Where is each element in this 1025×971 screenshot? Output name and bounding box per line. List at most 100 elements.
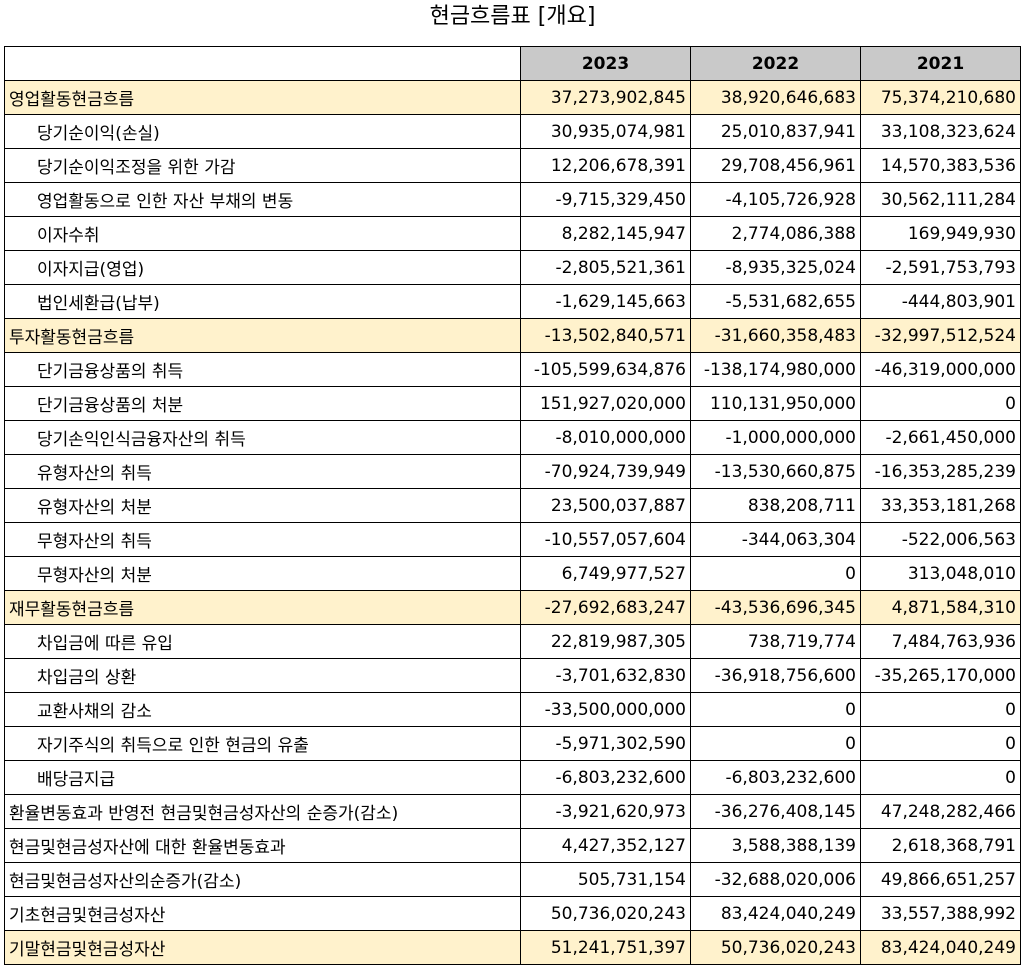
- row-label: 이자수취: [4, 216, 521, 251]
- row-label: 현금및현금성자산의순증가(감소): [4, 862, 521, 897]
- value-2021: 33,353,181,268: [860, 488, 1021, 523]
- value-2023: -105,599,634,876: [520, 352, 691, 387]
- value-2023: -5,971,302,590: [520, 726, 691, 761]
- row-label: 현금및현금성자산에 대한 환율변동효과: [4, 828, 521, 863]
- value-2023: 6,749,977,527: [520, 556, 691, 591]
- table-row: 무형자산의 처분 6,749,977,527 0 313,048,010: [4, 556, 1021, 591]
- value-2021: -444,803,901: [860, 284, 1021, 319]
- value-2022: -4,105,726,928: [690, 182, 861, 217]
- value-2023: 12,206,678,391: [520, 148, 691, 183]
- table-row: 차입금에 따른 유입 22,819,987,305 738,719,774 7,484…: [4, 624, 1021, 659]
- value-2022: 25,010,837,941: [690, 114, 861, 149]
- value-2021: 75,374,210,680: [860, 80, 1021, 115]
- value-2021: 0: [860, 386, 1021, 421]
- value-2022: 738,719,774: [690, 624, 861, 659]
- table-row: 단기금융상품의 처분 151,927,020,000 110,131,950,000…: [4, 386, 1021, 421]
- value-2022: 0: [690, 692, 861, 727]
- value-2023: -33,500,000,000: [520, 692, 691, 727]
- row-label: 영업활동현금흐름: [4, 80, 521, 115]
- header-2021: 2021: [860, 46, 1021, 81]
- value-2023: -13,502,840,571: [520, 318, 691, 353]
- table-row: 재무활동현금흐름 -27,692,683,247 -43,536,696,345 4,…: [4, 590, 1021, 625]
- value-2023: 23,500,037,887: [520, 488, 691, 523]
- row-label: 자기주식의 취득으로 인한 현금의 유출: [4, 726, 521, 761]
- value-2022: -43,536,696,345: [690, 590, 861, 625]
- table-row: 자기주식의 취득으로 인한 현금의 유출 -5,971,302,590 0 0: [4, 726, 1021, 761]
- value-2022: -344,063,304: [690, 522, 861, 557]
- value-2023: -70,924,739,949: [520, 454, 691, 489]
- value-2022: 2,774,086,388: [690, 216, 861, 251]
- table-row: 법인세환급(납부) -1,629,145,663 -5,531,682,655 -44…: [4, 284, 1021, 319]
- value-2021: 33,557,388,992: [860, 896, 1021, 931]
- value-2022: -36,918,756,600: [690, 658, 861, 693]
- table-row: 무형자산의 취득 -10,557,057,604 -344,063,304 -522,…: [4, 522, 1021, 557]
- value-2022: -31,660,358,483: [690, 318, 861, 353]
- value-2021: 4,871,584,310: [860, 590, 1021, 625]
- row-label: 이자지급(영업): [4, 250, 521, 285]
- table-row: 기초현금및현금성자산 50,736,020,243 83,424,040,249 33…: [4, 896, 1021, 931]
- value-2023: -2,805,521,361: [520, 250, 691, 285]
- value-2021: -2,661,450,000: [860, 420, 1021, 455]
- table-row: 교환사채의 감소 -33,500,000,000 0 0: [4, 692, 1021, 727]
- cash-flow-table: 2023 2022 2021 영업활동현금흐름 37,273,902,845 38,…: [4, 46, 1021, 965]
- table-row: 환율변동효과 반영전 현금및현금성자산의 순증가(감소) -3,921,620,9…: [4, 794, 1021, 829]
- table-row: 당기순이익조정을 위한 가감 12,206,678,391 29,708,456,9…: [4, 148, 1021, 183]
- value-2023: -27,692,683,247: [520, 590, 691, 625]
- row-label: 환율변동효과 반영전 현금및현금성자산의 순증가(감소): [4, 794, 521, 829]
- table-row: 단기금융상품의 취득 -105,599,634,876 -138,174,980,0…: [4, 352, 1021, 387]
- table-row: 이자수취 8,282,145,947 2,774,086,388 169,949,93…: [4, 216, 1021, 251]
- value-2021: 47,248,282,466: [860, 794, 1021, 829]
- value-2023: -8,010,000,000: [520, 420, 691, 455]
- table-row: 현금및현금성자산에 대한 환율변동효과 4,427,352,127 3,588,38…: [4, 828, 1021, 863]
- row-label: 교환사채의 감소: [4, 692, 521, 727]
- table-row: 영업활동현금흐름 37,273,902,845 38,920,646,683 75,3…: [4, 80, 1021, 115]
- value-2023: -3,701,632,830: [520, 658, 691, 693]
- row-label: 단기금융상품의 취득: [4, 352, 521, 387]
- value-2023: -10,557,057,604: [520, 522, 691, 557]
- table-row: 당기손익인식금융자산의 취득 -8,010,000,000 -1,000,000,0…: [4, 420, 1021, 455]
- value-2022: 838,208,711: [690, 488, 861, 523]
- value-2021: 2,618,368,791: [860, 828, 1021, 863]
- value-2021: 313,048,010: [860, 556, 1021, 591]
- row-label: 유형자산의 처분: [4, 488, 521, 523]
- value-2021: 0: [860, 692, 1021, 727]
- row-label: 기초현금및현금성자산: [4, 896, 521, 931]
- page-title: 현금흐름표 [개요]: [429, 4, 596, 29]
- value-2023: -3,921,620,973: [520, 794, 691, 829]
- value-2022: -6,803,232,600: [690, 760, 861, 795]
- table-row: 유형자산의 취득 -70,924,739,949 -13,530,660,875 -1…: [4, 454, 1021, 489]
- header-blank: [4, 46, 521, 81]
- value-2022: 50,736,020,243: [690, 930, 861, 965]
- value-2023: 51,241,751,397: [520, 930, 691, 965]
- value-2021: 33,108,323,624: [860, 114, 1021, 149]
- value-2021: -35,265,170,000: [860, 658, 1021, 693]
- row-label: 법인세환급(납부): [4, 284, 521, 319]
- value-2023: -6,803,232,600: [520, 760, 691, 795]
- value-2022: 110,131,950,000: [690, 386, 861, 421]
- table-row: 투자활동현금흐름 -13,502,840,571 -31,660,358,483 -3…: [4, 318, 1021, 353]
- row-label: 영업활동으로 인한 자산 부채의 변동: [4, 182, 521, 217]
- table-row: 현금및현금성자산의순증가(감소) 505,731,154 -32,688,020,0…: [4, 862, 1021, 897]
- value-2022: -8,935,325,024: [690, 250, 861, 285]
- value-2021: 169,949,930: [860, 216, 1021, 251]
- value-2021: -16,353,285,239: [860, 454, 1021, 489]
- row-label: 배당금지급: [4, 760, 521, 795]
- value-2021: 0: [860, 726, 1021, 761]
- table-row: 이자지급(영업) -2,805,521,361 -8,935,325,024 -2,5…: [4, 250, 1021, 285]
- value-2023: 22,819,987,305: [520, 624, 691, 659]
- value-2021: 14,570,383,536: [860, 148, 1021, 183]
- value-2023: -9,715,329,450: [520, 182, 691, 217]
- value-2022: 38,920,646,683: [690, 80, 861, 115]
- value-2022: 0: [690, 556, 861, 591]
- table-row: 영업활동으로 인한 자산 부채의 변동 -9,715,329,450 -4,105,…: [4, 182, 1021, 217]
- row-label: 투자활동현금흐름: [4, 318, 521, 353]
- header-2022: 2022: [690, 46, 861, 81]
- value-2023: 151,927,020,000: [520, 386, 691, 421]
- value-2021: 7,484,763,936: [860, 624, 1021, 659]
- value-2022: -1,000,000,000: [690, 420, 861, 455]
- value-2023: -1,629,145,663: [520, 284, 691, 319]
- row-label: 기말현금및현금성자산: [4, 930, 521, 965]
- row-label: 유형자산의 취득: [4, 454, 521, 489]
- row-label: 차입금의 상환: [4, 658, 521, 693]
- value-2023: 4,427,352,127: [520, 828, 691, 863]
